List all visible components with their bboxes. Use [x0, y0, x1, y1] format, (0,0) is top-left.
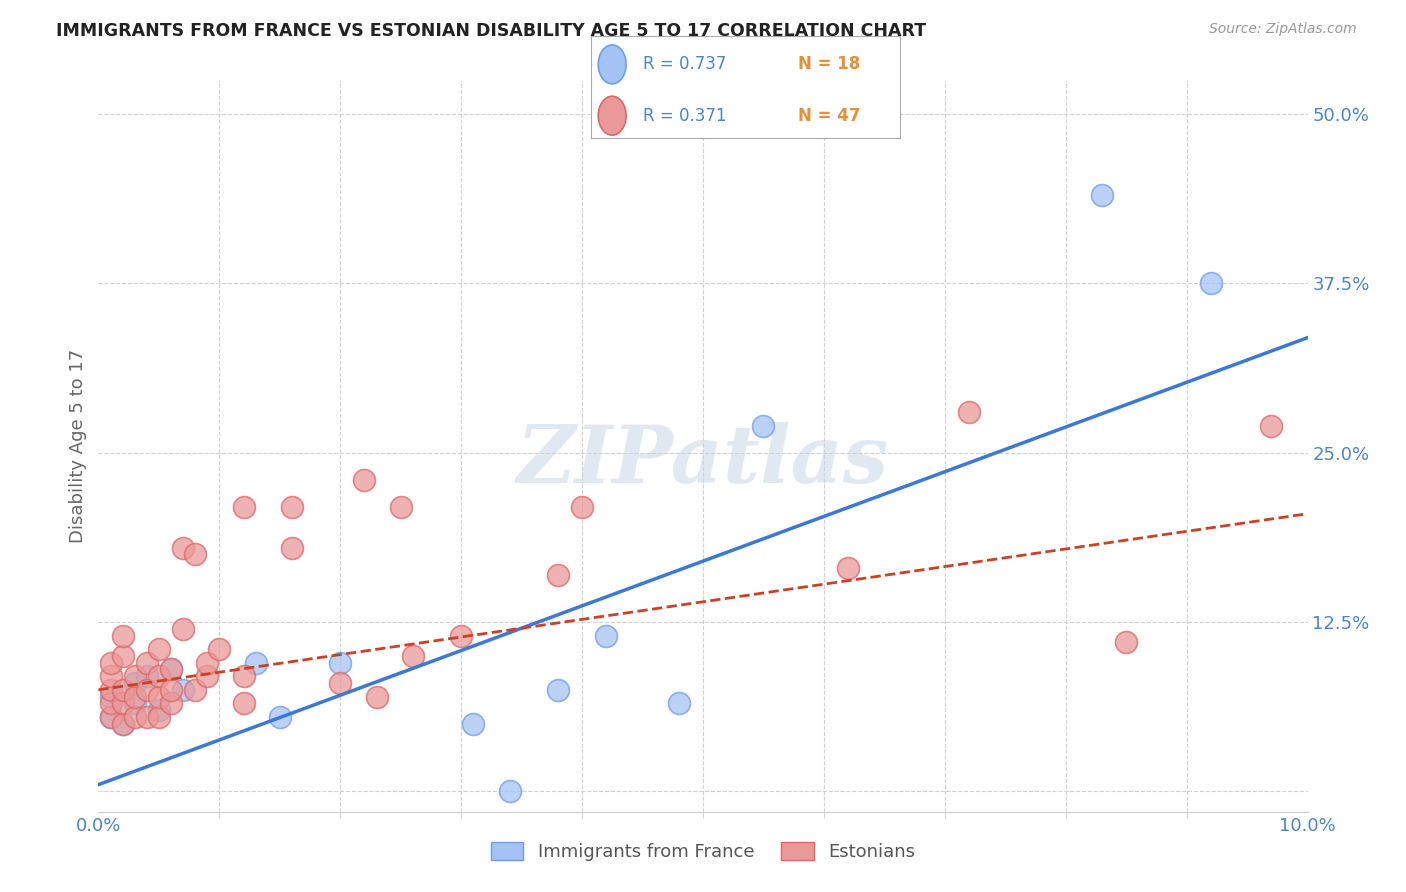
Point — [1115, 635, 1137, 649]
Point — [124, 690, 146, 704]
Point — [111, 716, 134, 731]
Point — [547, 682, 569, 697]
Point — [100, 710, 122, 724]
Point — [752, 418, 775, 433]
Point — [160, 663, 183, 677]
Point — [571, 500, 593, 514]
Point — [1260, 418, 1282, 433]
Point — [172, 622, 194, 636]
Point — [124, 697, 146, 711]
Point — [111, 682, 134, 697]
Point — [498, 784, 520, 798]
Text: Source: ZipAtlas.com: Source: ZipAtlas.com — [1209, 22, 1357, 37]
Point — [1091, 188, 1114, 202]
Point — [208, 642, 231, 657]
Text: N = 18: N = 18 — [797, 55, 860, 73]
Point — [172, 541, 194, 555]
Point — [184, 682, 207, 697]
Point — [595, 629, 617, 643]
Point — [160, 697, 183, 711]
Point — [450, 629, 472, 643]
Point — [148, 669, 170, 683]
Point — [160, 682, 183, 697]
Point — [100, 697, 122, 711]
Point — [232, 697, 254, 711]
Text: N = 47: N = 47 — [797, 107, 860, 125]
Y-axis label: Disability Age 5 to 17: Disability Age 5 to 17 — [69, 349, 87, 543]
Point — [232, 500, 254, 514]
Point — [389, 500, 412, 514]
Point — [100, 682, 122, 697]
Point — [100, 710, 122, 724]
Point — [111, 697, 134, 711]
Point — [281, 500, 304, 514]
Point — [195, 656, 218, 670]
Point — [135, 682, 157, 697]
Point — [245, 656, 267, 670]
Point — [402, 648, 425, 663]
Point — [111, 648, 134, 663]
Point — [269, 710, 291, 724]
Point — [353, 473, 375, 487]
Point — [172, 682, 194, 697]
Point — [463, 716, 485, 731]
Point — [135, 710, 157, 724]
Point — [329, 676, 352, 690]
Point — [184, 547, 207, 561]
Point — [124, 669, 146, 683]
Text: R = 0.371: R = 0.371 — [643, 107, 727, 125]
Point — [160, 663, 183, 677]
Point — [100, 656, 122, 670]
Text: R = 0.737: R = 0.737 — [643, 55, 727, 73]
Point — [124, 676, 146, 690]
Legend: Immigrants from France, Estonians: Immigrants from France, Estonians — [484, 835, 922, 869]
Ellipse shape — [599, 96, 626, 136]
Point — [148, 690, 170, 704]
Point — [135, 656, 157, 670]
Point — [957, 405, 980, 419]
Text: IMMIGRANTS FROM FRANCE VS ESTONIAN DISABILITY AGE 5 TO 17 CORRELATION CHART: IMMIGRANTS FROM FRANCE VS ESTONIAN DISAB… — [56, 22, 927, 40]
Point — [366, 690, 388, 704]
Point — [148, 703, 170, 717]
Point — [135, 669, 157, 683]
Point — [837, 561, 859, 575]
Point — [148, 642, 170, 657]
Point — [281, 541, 304, 555]
Point — [100, 669, 122, 683]
Point — [124, 710, 146, 724]
Point — [100, 690, 122, 704]
Ellipse shape — [599, 45, 626, 84]
Point — [329, 656, 352, 670]
Point — [148, 710, 170, 724]
Point — [111, 629, 134, 643]
Point — [547, 567, 569, 582]
Text: ZIPatlas: ZIPatlas — [517, 422, 889, 500]
Point — [232, 669, 254, 683]
Point — [195, 669, 218, 683]
Point — [668, 697, 690, 711]
Point — [1199, 277, 1222, 291]
Point — [111, 716, 134, 731]
